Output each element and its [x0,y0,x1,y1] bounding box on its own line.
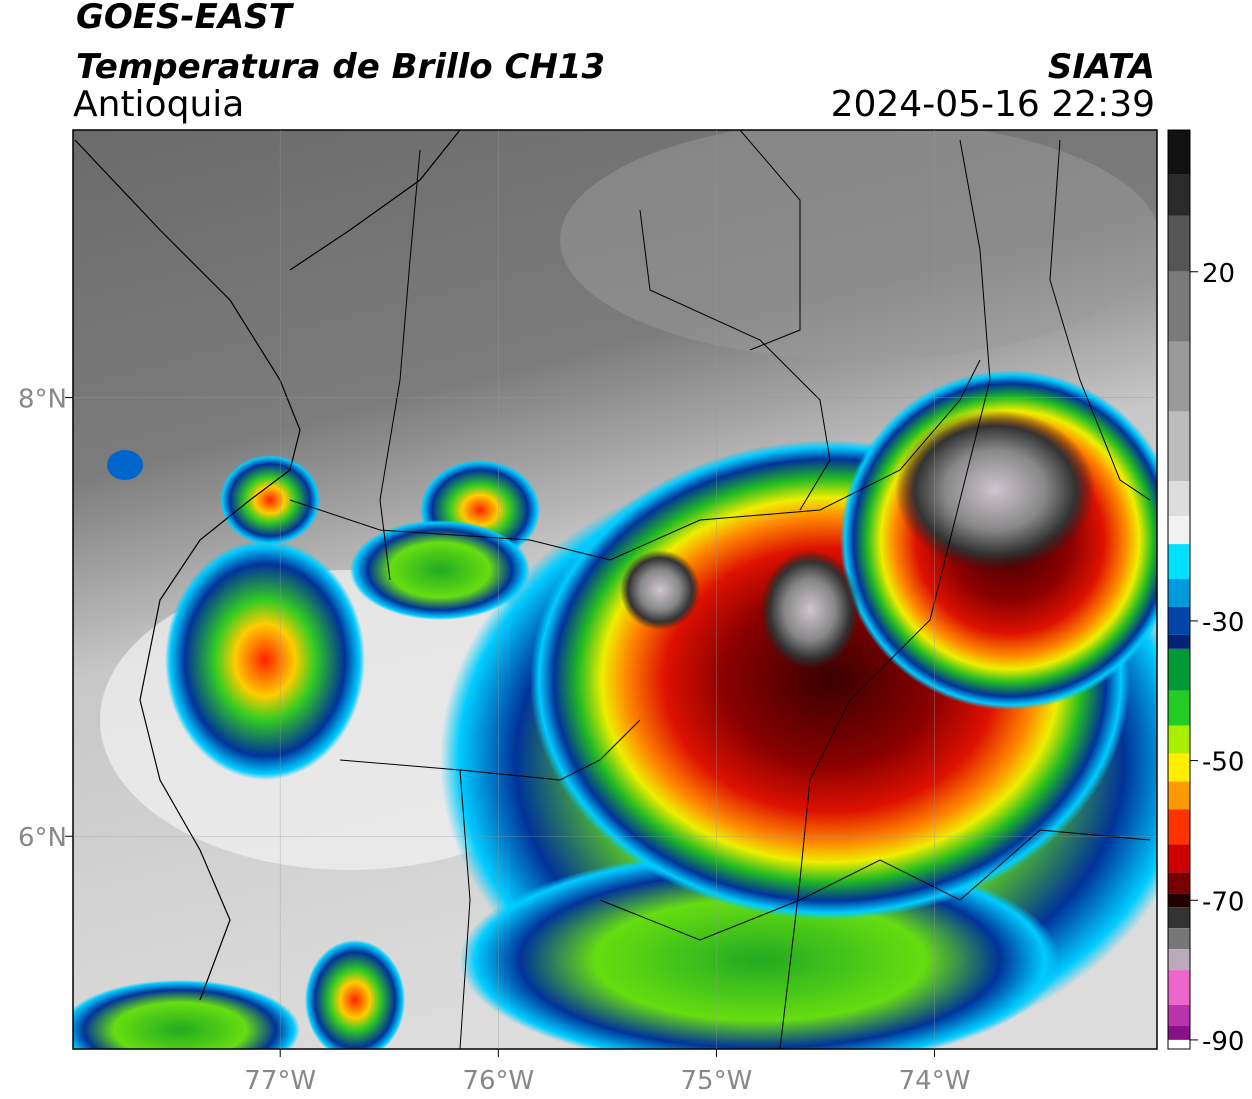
colorbar-segment [1168,411,1190,482]
colorbar-segment [1168,781,1190,810]
colorbar-tick-label: -70 [1202,887,1244,917]
colorbar-segment [1168,928,1190,950]
colorbar-segment [1168,341,1190,412]
colorbar-segment [1168,481,1190,517]
colorbar-segment [1168,753,1190,782]
colorbar-segment [1168,271,1190,342]
datetime: 2024-05-16 22:39 [831,84,1155,125]
x-tick-label: 77°W [244,1066,316,1096]
y-tick-label: 6°N [18,823,67,853]
map-frame [72,129,1158,1050]
title: GOES-EAST [76,0,295,37]
colorbar-tick-label: 20 [1202,259,1235,289]
colorbar-segment [1168,130,1190,174]
colorbar [1168,130,1190,1049]
colorbar-segment [1168,606,1190,635]
y-tick-label: 8°N [18,385,67,415]
colorbar-segment [1168,215,1190,272]
colorbar-tick-label: -50 [1202,748,1244,778]
colorbar-segment [1168,844,1190,873]
colorbar-segment [1168,690,1190,726]
colorbar-segment [1168,173,1190,216]
colorbar-segment [1168,1005,1190,1026]
colorbar-frame [1167,129,1191,1050]
colorbar-segment [1168,970,1190,1006]
subtitle: Temperatura de Brillo CH13 [76,47,605,87]
colorbar-segment [1168,544,1190,580]
colorbar-segment [1168,872,1190,894]
colorbar-segment [1168,907,1190,929]
x-tick-label: 76°W [462,1066,534,1096]
colorbar-tick-label: -90 [1202,1027,1244,1057]
colorbar-segment [1168,648,1190,691]
satellite-image [73,130,1157,1049]
colorbar-segment [1168,809,1190,845]
colorbar-tick-label: -30 [1202,608,1244,638]
source: SIATA [1048,47,1155,87]
colorbar-segment [1168,579,1190,607]
colorbar-segment [1168,634,1190,649]
colorbar-segment [1168,1025,1190,1040]
colorbar-segment [1168,725,1190,754]
colorbar-segment [1168,893,1190,908]
colorbar-segment [1168,949,1190,971]
colorbar-segment [1168,1039,1190,1049]
colorbar-segment [1168,516,1190,545]
region: Antioquia [73,84,244,125]
x-tick-label: 74°W [899,1066,971,1096]
x-tick-label: 75°W [681,1066,753,1096]
